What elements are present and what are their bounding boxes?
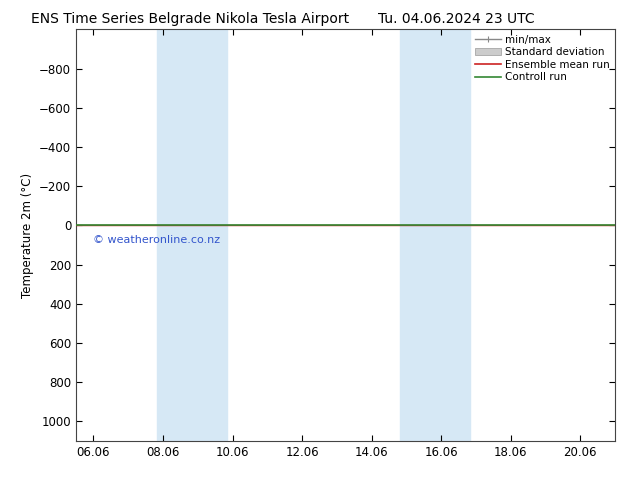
Y-axis label: Temperature 2m (°C): Temperature 2m (°C) xyxy=(20,172,34,298)
Bar xyxy=(157,29,226,441)
Text: © weatheronline.co.nz: © weatheronline.co.nz xyxy=(93,235,221,245)
Text: Tu. 04.06.2024 23 UTC: Tu. 04.06.2024 23 UTC xyxy=(378,12,535,26)
Text: ENS Time Series Belgrade Nikola Tesla Airport: ENS Time Series Belgrade Nikola Tesla Ai… xyxy=(31,12,349,26)
Legend: min/max, Standard deviation, Ensemble mean run, Controll run: min/max, Standard deviation, Ensemble me… xyxy=(473,32,612,84)
Bar xyxy=(401,29,470,441)
